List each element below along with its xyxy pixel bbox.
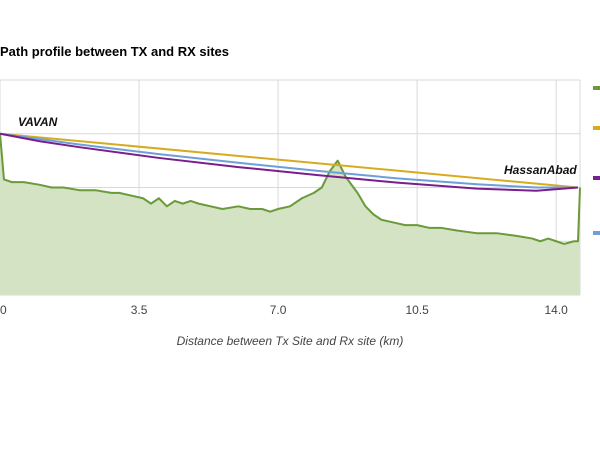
earth-curve-line xyxy=(0,132,579,192)
terrain-line xyxy=(0,133,581,245)
tx-site-label: VAVAN xyxy=(18,115,58,129)
x-tick-labels: 0 3.5 7.0 10.5 14.0 xyxy=(0,303,568,317)
legend-swatch xyxy=(593,126,600,130)
x-axis-label: Distance between Tx Site and Rx site (km… xyxy=(177,334,404,348)
fresnel-line xyxy=(0,132,579,189)
legend-swatch xyxy=(593,86,600,90)
x-tick-label: 10.5 xyxy=(405,303,429,317)
legend-swatch xyxy=(593,176,600,180)
x-tick-label: 3.5 xyxy=(131,303,148,317)
x-tick-label: 0 xyxy=(0,303,7,317)
terrain-area xyxy=(0,133,580,295)
legend-swatch xyxy=(593,231,600,235)
x-tick-label: 14.0 xyxy=(544,303,568,317)
x-tick-label: 7.0 xyxy=(270,303,287,317)
legend xyxy=(593,86,600,235)
series-layer xyxy=(0,132,581,295)
los-line xyxy=(0,132,579,189)
chart-title: Path profile between TX and RX sites xyxy=(0,44,229,59)
rx-site-label: HassanAbad xyxy=(504,163,577,177)
